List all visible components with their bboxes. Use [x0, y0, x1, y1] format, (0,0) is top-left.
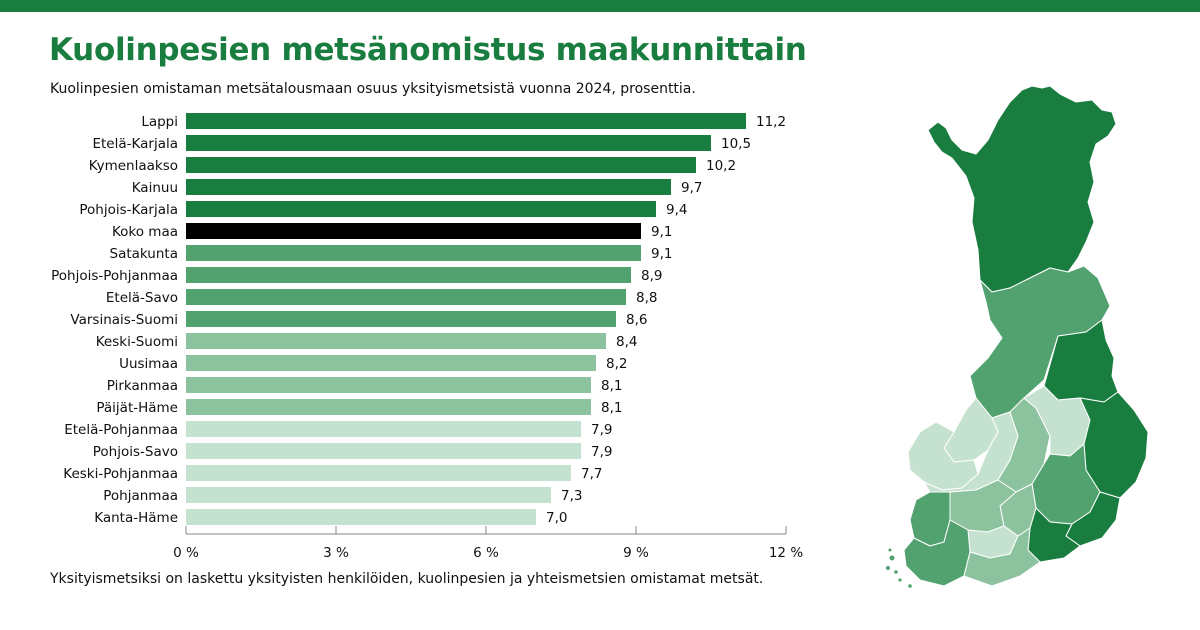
x-tick-label: 0 %	[173, 545, 199, 561]
bar	[186, 421, 581, 437]
x-tick-label: 12 %	[769, 545, 803, 561]
value-label: 11,2	[756, 114, 786, 130]
bar	[186, 223, 641, 239]
value-label: 8,6	[626, 312, 647, 328]
x-tick-label: 6 %	[473, 545, 499, 561]
category-label: Etelä-Pohjanmaa	[64, 422, 178, 438]
bar	[186, 355, 596, 371]
top-accent-bar	[0, 0, 1200, 12]
bar	[186, 311, 616, 327]
bar	[186, 465, 571, 481]
bar	[186, 333, 606, 349]
value-label: 9,1	[651, 224, 672, 240]
finland-region-map	[886, 85, 1149, 588]
bar	[186, 179, 671, 195]
bar	[186, 267, 631, 283]
category-label: Satakunta	[110, 246, 179, 262]
bar	[186, 399, 591, 415]
bar-chart: Lappi 11,2 Etelä-Karjala 10,5 Kymenlaakso 10,…	[51, 113, 803, 561]
category-label: Lappi	[141, 114, 178, 130]
value-label: 7,9	[591, 422, 612, 438]
bar	[186, 201, 656, 217]
value-label: 8,4	[616, 334, 637, 350]
chart-footnote: Yksityismetsiksi on laskettu yksityisten…	[50, 571, 764, 587]
bar	[186, 135, 711, 151]
value-label: 8,2	[606, 356, 627, 372]
value-label: 8,1	[601, 378, 622, 394]
bar	[186, 289, 626, 305]
value-label: 7,3	[561, 488, 582, 504]
category-label: Kanta-Häme	[94, 510, 178, 526]
value-label: 9,4	[666, 202, 687, 218]
category-label: Kainuu	[132, 180, 178, 196]
category-label: Pohjois-Savo	[93, 444, 178, 460]
chart-title: Kuolinpesien metsänomistus maakunnittain	[49, 32, 807, 68]
value-label: 10,5	[721, 136, 751, 152]
category-label: Keski-Suomi	[96, 334, 178, 350]
value-label: 8,1	[601, 400, 622, 416]
value-label: 7,0	[546, 510, 567, 526]
bar	[186, 509, 536, 525]
x-tick-label: 9 %	[623, 545, 649, 561]
category-label: Pohjanmaa	[103, 488, 178, 504]
value-label: 7,7	[581, 466, 602, 482]
value-label: 8,9	[641, 268, 662, 284]
category-label: Pohjois-Pohjanmaa	[51, 268, 178, 284]
value-label: 7,9	[591, 444, 612, 460]
category-label: Pohjois-Karjala	[79, 202, 178, 218]
value-label: 10,2	[706, 158, 736, 174]
chart-subtitle: Kuolinpesien omistaman metsätalousmaan o…	[50, 81, 696, 97]
bar	[186, 157, 696, 173]
bar	[186, 113, 746, 129]
map-region-lappi	[927, 85, 1117, 293]
value-label: 8,8	[636, 290, 657, 306]
map-region-uusimaa	[963, 527, 1041, 587]
category-label: Pirkanmaa	[107, 378, 178, 394]
bar	[186, 377, 591, 393]
bar	[186, 487, 551, 503]
category-label: Varsinais-Suomi	[70, 312, 178, 328]
bar	[186, 443, 581, 459]
category-label: Keski-Pohjanmaa	[63, 466, 178, 482]
bar	[186, 245, 641, 261]
archipelago-islands	[886, 548, 912, 588]
x-tick-label: 3 %	[323, 545, 349, 561]
value-label: 9,7	[681, 180, 702, 196]
category-label: Koko maa	[112, 224, 178, 240]
value-label: 9,1	[651, 246, 672, 262]
map-region-satakunta	[909, 491, 951, 547]
category-label: Uusimaa	[119, 356, 178, 372]
category-label: Etelä-Karjala	[92, 136, 178, 152]
category-label: Kymenlaakso	[89, 158, 178, 174]
category-label: Päijät-Häme	[96, 400, 178, 416]
category-label: Etelä-Savo	[106, 290, 178, 306]
